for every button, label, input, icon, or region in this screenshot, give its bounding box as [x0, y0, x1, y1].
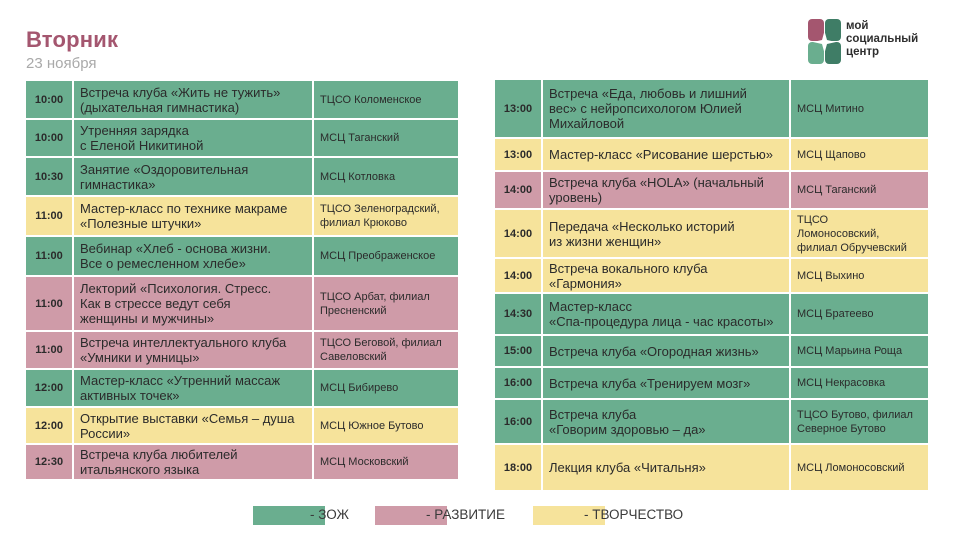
schedule-row: 12:30 Встреча клуба любителей итальянског…	[24, 443, 460, 481]
event-place: ТЦСО Бутово, филиал Северное Бутово	[789, 398, 930, 445]
schedule-row: 10:00 Встреча клуба «Жить не тужить» (дых…	[24, 79, 460, 120]
legend-swatch-tvorchestvo	[533, 506, 605, 525]
event-time: 12:00	[24, 406, 74, 445]
logo-line: социальный	[846, 33, 919, 45]
event-time: 14:00	[493, 170, 543, 210]
schedule-row: 14:30 Мастер-класс «Спа-процедура лица - …	[493, 292, 930, 336]
schedule-table-right: 13:00 Встреча «Еда, любовь и лишний вес» …	[493, 78, 930, 492]
event-time: 14:30	[493, 292, 543, 336]
event-place: МСЦ Братеево	[789, 292, 930, 336]
schedule-row: 12:00 Открытие выставки «Семья – душа Рос…	[24, 406, 460, 445]
event-place: МСЦ Бибирево	[312, 368, 460, 408]
event-time: 11:00	[24, 275, 74, 332]
event-place: МСЦ Южное Бутово	[312, 406, 460, 445]
event-time: 16:00	[493, 398, 543, 445]
logo-line: мой	[846, 20, 869, 32]
legend: - ЗОЖ - РАЗВИТИЕ - ТВОРЧЕСТВО	[253, 506, 713, 526]
event-place: МСЦ Таганский	[312, 118, 460, 158]
schedule-row: 15:00 Встреча клуба «Огородная жизнь» МСЦ …	[493, 334, 930, 368]
event-title: Встреча клуба «Жить не тужить» (дыхатель…	[72, 79, 314, 120]
event-title: Занятие «Оздоровительная гимнастика»	[72, 156, 314, 197]
event-time: 14:00	[493, 257, 543, 294]
event-place: МСЦ Котловка	[312, 156, 460, 197]
event-title: Мастер-класс «Утренний массаж активных т…	[72, 368, 314, 408]
schedule-table-left: 10:00 Встреча клуба «Жить не тужить» (дых…	[24, 79, 460, 481]
event-time: 10:00	[24, 118, 74, 158]
schedule-row: 16:00 Встреча клуба «Тренируем мозг» МСЦ Н…	[493, 366, 930, 400]
event-title: Открытие выставки «Семья – душа России»	[72, 406, 314, 445]
event-time: 12:30	[24, 443, 74, 481]
event-time: 11:00	[24, 195, 74, 237]
event-title: Лекторий «Психология. Стресс. Как в стре…	[72, 275, 314, 332]
logo: мой социальный центр	[808, 19, 938, 69]
logo-mark-icon	[808, 19, 841, 64]
page-title: Вторник	[26, 27, 119, 52]
event-place: ТЦСО Арбат, филиал Пресненский	[312, 275, 460, 332]
event-place: МСЦ Московский	[312, 443, 460, 481]
schedule-row: 13:00 Мастер-класс «Рисование шерстью» МСЦ…	[493, 137, 930, 172]
event-time: 15:00	[493, 334, 543, 368]
schedule-row: 12:00 Мастер-класс «Утренний массаж актив…	[24, 368, 460, 408]
event-time: 13:00	[493, 137, 543, 172]
event-title: Встреча клуба любителей итальянского язы…	[72, 443, 314, 481]
event-place: МСЦ Некрасовка	[789, 366, 930, 400]
schedule-row: 10:30 Занятие «Оздоровительная гимнастика…	[24, 156, 460, 197]
event-title: Встреча вокального клуба «Гармония»	[541, 257, 791, 294]
schedule-row: 10:00 Утренняя зарядка с Еленой Никитиной…	[24, 118, 460, 158]
event-time: 11:00	[24, 330, 74, 370]
event-time: 18:00	[493, 443, 543, 492]
legend-label-zoj: - ЗОЖ	[310, 507, 349, 522]
event-place: МСЦ Щапово	[789, 137, 930, 172]
event-place: ТЦСО Беговой, филиал Савеловский	[312, 330, 460, 370]
event-title: Мастер-класс по технике макраме «Полезны…	[72, 195, 314, 237]
event-time: 16:00	[493, 366, 543, 400]
event-time: 14:00	[493, 208, 543, 259]
page-date: 23 ноября	[26, 55, 97, 72]
event-place: МСЦ Марьина Роща	[789, 334, 930, 368]
event-title: Лекция клуба «Читальня»	[541, 443, 791, 492]
event-title: Встреча клуба «Огородная жизнь»	[541, 334, 791, 368]
event-title: Встреча клуба «Говорим здоровью – да»	[541, 398, 791, 445]
event-title: Встреча клуба «Тренируем мозг»	[541, 366, 791, 400]
event-time: 13:00	[493, 78, 543, 139]
schedule-row: 11:00 Лекторий «Психология. Стресс. Как в…	[24, 275, 460, 332]
event-time: 10:00	[24, 79, 74, 120]
event-place: ТЦСО Коломенское	[312, 79, 460, 120]
event-place: ТЦСО Зеленоградский, филиал Крюково	[312, 195, 460, 237]
event-place: МСЦ Выхино	[789, 257, 930, 294]
event-title: Мастер-класс «Рисование шерстью»	[541, 137, 791, 172]
legend-swatch-zoj	[253, 506, 325, 525]
schedule-row: 11:00 Мастер-класс по технике макраме «По…	[24, 195, 460, 237]
event-title: Мастер-класс «Спа-процедура лица - час к…	[541, 292, 791, 336]
event-title: Встреча клуба «HOLA» (начальный уровень)	[541, 170, 791, 210]
event-place: МСЦ Ломоносовский	[789, 443, 930, 492]
event-place: МСЦ Таганский	[789, 170, 930, 210]
event-place: ТЦСО Ломоносовский, филиал Обручевский	[789, 208, 930, 259]
event-title: Встреча интеллектуального клуба «Умники …	[72, 330, 314, 370]
schedule-row: 11:00 Встреча интеллектуального клуба «Ум…	[24, 330, 460, 370]
schedule-row: 18:00 Лекция клуба «Читальня» МСЦ Ломоносо…	[493, 443, 930, 492]
event-time: 12:00	[24, 368, 74, 408]
legend-label-razvitie: - РАЗВИТИЕ	[426, 507, 506, 522]
schedule-row: 13:00 Встреча «Еда, любовь и лишний вес» …	[493, 78, 930, 139]
schedule-row: 16:00 Встреча клуба «Говорим здоровью – д…	[493, 398, 930, 445]
event-time: 11:00	[24, 235, 74, 277]
event-time: 10:30	[24, 156, 74, 197]
event-place: МСЦ Преображенское	[312, 235, 460, 277]
schedule-row: 11:00 Вебинар «Хлеб - основа жизни. Все о…	[24, 235, 460, 277]
event-title: Встреча «Еда, любовь и лишний вес» с ней…	[541, 78, 791, 139]
event-place: МСЦ Митино	[789, 78, 930, 139]
schedule-row: 14:00 Встреча вокального клуба «Гармония»…	[493, 257, 930, 294]
legend-label-tvorchestvo: - ТВОРЧЕСТВО	[584, 507, 684, 522]
schedule-row: 14:00 Передача «Несколько историй из жизн…	[493, 208, 930, 259]
logo-text: мой социальный центр	[846, 20, 918, 59]
logo-line: центр	[846, 46, 880, 58]
event-title: Вебинар «Хлеб - основа жизни. Все о реме…	[72, 235, 314, 277]
event-title: Передача «Несколько историй из жизни жен…	[541, 208, 791, 259]
legend-swatch-razvitie	[375, 506, 447, 525]
schedule-row: 14:00 Встреча клуба «HOLA» (начальный уро…	[493, 170, 930, 210]
event-title: Утренняя зарядка с Еленой Никитиной	[72, 118, 314, 158]
